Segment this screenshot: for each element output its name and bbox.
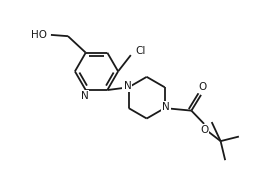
Text: N: N <box>81 91 88 101</box>
Text: Cl: Cl <box>135 46 146 56</box>
Text: O: O <box>200 125 208 135</box>
Text: O: O <box>198 82 207 92</box>
Text: N: N <box>123 81 131 91</box>
Text: HO: HO <box>31 30 47 40</box>
Text: N: N <box>162 102 170 112</box>
